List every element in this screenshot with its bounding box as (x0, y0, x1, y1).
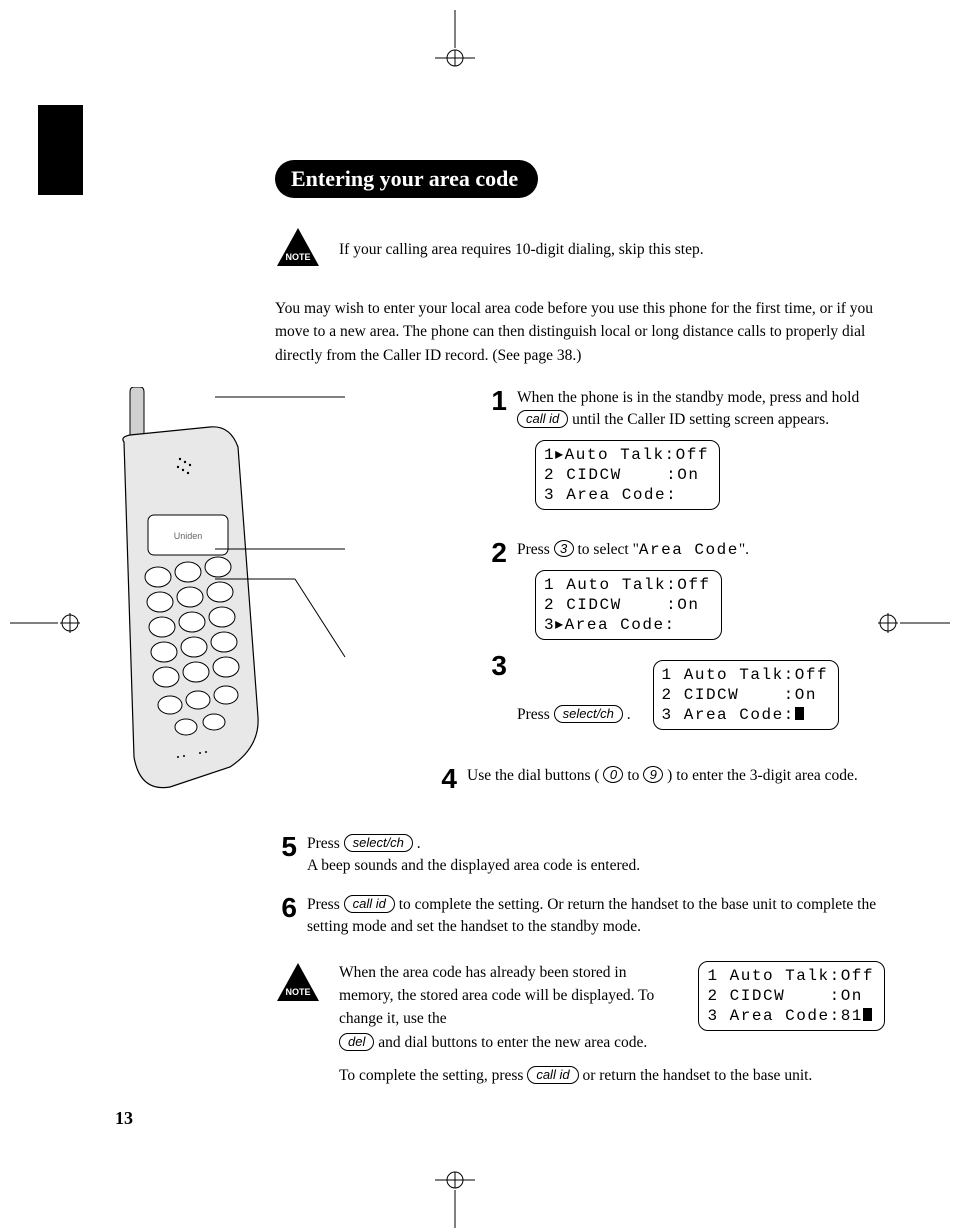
svg-text:NOTE: NOTE (285, 252, 310, 262)
key-call-id-3: call id (527, 1066, 578, 1084)
svg-text:Uniden: Uniden (174, 531, 203, 541)
step-2: 2 Press 3 to select "Area Code". 1 Auto … (485, 539, 865, 640)
key-select-ch-2: select/ch (344, 834, 413, 852)
step-1: 1 When the phone is in the standby mode,… (485, 387, 865, 510)
step-4-text-c: ) to enter the 3-digit area code. (663, 767, 858, 784)
key-9: 9 (643, 766, 663, 783)
lcd-cursor-icon-2 (863, 1008, 872, 1021)
section-title: Entering your area code (275, 160, 538, 198)
steps-lower: 5 Press select/ch . A beep sounds and th… (275, 833, 885, 939)
step-6-body: Press call id to complete the setting. O… (307, 894, 885, 939)
step-2-number: 2 (485, 539, 507, 567)
step-3-text-b: . (623, 706, 631, 723)
lcd2-l1: 1 Auto Talk:Off (544, 576, 711, 594)
step-4-body: Use the dial buttons ( 0 to 9 ) to enter… (467, 765, 858, 787)
lcd-screen-2: 1 Auto Talk:Off 2 CIDCW :On 3▸Area Code: (535, 570, 722, 640)
lcd1-l2: 2 CIDCW :On (544, 466, 699, 484)
note-bottom: NOTE When the area code has already been… (275, 961, 885, 1088)
phone-illustration: Uniden (100, 387, 265, 797)
key-select-ch: select/ch (554, 705, 623, 723)
lcd-screen-3: 1 Auto Talk:Off 2 CIDCW :On 3 Area Code: (653, 660, 840, 730)
lcd1-l1: 1▸Auto Talk:Off (544, 446, 709, 464)
crop-mark-left (10, 593, 90, 653)
step-4-text-a: Use the dial buttons ( (467, 767, 603, 784)
step-6: 6 Press call id to complete the setting.… (275, 894, 885, 939)
crop-mark-bottom (425, 1168, 485, 1228)
side-tab (38, 105, 83, 195)
step-5-text-c: A beep sounds and the displayed area cod… (307, 857, 640, 874)
key-call-id: call id (517, 410, 568, 428)
step-5-text-b: . (413, 835, 421, 852)
lcd-screen-1: 1▸Auto Talk:Off 2 CIDCW :On 3 Area Code: (535, 440, 720, 510)
note-bottom-d: or return the handset to the base unit. (579, 1067, 813, 1084)
lcd3-l1: 1 Auto Talk:Off (662, 666, 829, 684)
step-2-lcd-label: Area Code (639, 541, 739, 559)
step-4-text-b: to (623, 767, 643, 784)
step-3-text-a: Press (517, 706, 554, 723)
lcd2-l2: 2 CIDCW :On (544, 596, 699, 614)
page-number: 13 (115, 1108, 133, 1129)
step-3: 3 Press select/ch . 1 Auto Talk:Off 2 CI… (485, 652, 865, 730)
step-6-text-a: Press (307, 896, 344, 913)
note-bottom-text: When the area code has already been stor… (339, 961, 885, 1088)
note-icon: NOTE (275, 226, 321, 273)
note-bottom-c: To complete the setting, press (339, 1067, 527, 1084)
step-2-text-c: ". (739, 541, 749, 558)
step-2-text-b: to select " (574, 541, 639, 558)
lcd3-l2: 2 CIDCW :On (662, 686, 817, 704)
svg-text:NOTE: NOTE (285, 987, 310, 997)
step-3-body: Press select/ch . 1 Auto Talk:Off 2 CIDC… (517, 652, 839, 730)
key-3: 3 (554, 540, 574, 557)
step-2-body: Press 3 to select "Area Code". 1 Auto Ta… (517, 539, 865, 640)
crop-mark-top (425, 10, 485, 70)
note-top-text: If your calling area requires 10-digit d… (339, 239, 704, 261)
key-0: 0 (603, 766, 623, 783)
lcd4-l1: 1 Auto Talk:Off (707, 967, 874, 985)
intro-paragraph: You may wish to enter your local area co… (275, 297, 885, 367)
lcd-cursor-icon (795, 707, 804, 720)
lcd-screen-4: 1 Auto Talk:Off 2 CIDCW :On 3 Area Code:… (698, 961, 885, 1031)
lcd4-l2: 2 CIDCW :On (707, 987, 862, 1005)
step-5-text-a: Press (307, 835, 344, 852)
step-3-number: 3 (485, 652, 507, 680)
step-5-number: 5 (275, 833, 297, 861)
note-bottom-a: When the area code has already been stor… (339, 964, 654, 1028)
step-1-text-a: When the phone is in the standby mode, p… (517, 389, 859, 406)
lcd4-l3: 3 Area Code:81 (707, 1007, 862, 1025)
step-5-body: Press select/ch . A beep sounds and the … (307, 833, 640, 878)
page-content: Entering your area code NOTE If your cal… (275, 160, 885, 1087)
step-1-body: When the phone is in the standby mode, p… (517, 387, 865, 510)
note-bottom-b: and dial buttons to enter the new area c… (374, 1034, 647, 1051)
lcd1-l3: 3 Area Code: (544, 486, 677, 504)
lcd2-l3: 3▸Area Code: (544, 616, 676, 634)
lcd3-l3: 3 Area Code: (662, 706, 795, 724)
step-4-number: 4 (435, 765, 457, 793)
note-icon-2: NOTE (275, 961, 321, 1008)
step-4: 4 Use the dial buttons ( 0 to 9 ) to ent… (435, 765, 865, 793)
step-6-number: 6 (275, 894, 297, 922)
step-5: 5 Press select/ch . A beep sounds and th… (275, 833, 885, 878)
step-1-number: 1 (485, 387, 507, 415)
key-call-id-2: call id (344, 895, 395, 913)
step-2-text-a: Press (517, 541, 554, 558)
step-1-text-b: until the Caller ID setting screen appea… (568, 411, 829, 428)
key-del: del (339, 1033, 374, 1051)
steps-upper: Uniden (275, 387, 885, 817)
note-top: NOTE If your calling area requires 10-di… (275, 226, 885, 273)
